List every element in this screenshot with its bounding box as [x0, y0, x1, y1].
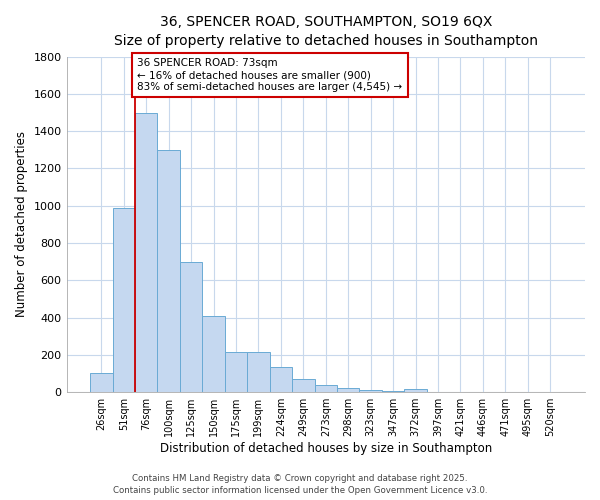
Bar — [269, 367, 292, 392]
Bar — [180, 262, 202, 392]
Text: 36 SPENCER ROAD: 73sqm
← 16% of detached houses are smaller (900)
83% of semi-de: 36 SPENCER ROAD: 73sqm ← 16% of detached… — [137, 58, 403, 92]
Bar — [337, 388, 359, 392]
Y-axis label: Number of detached properties: Number of detached properties — [15, 132, 28, 318]
Bar — [90, 372, 113, 392]
Bar — [225, 352, 247, 392]
Text: Contains HM Land Registry data © Crown copyright and database right 2025.
Contai: Contains HM Land Registry data © Crown c… — [113, 474, 487, 495]
Bar — [247, 352, 269, 392]
Bar — [314, 385, 337, 392]
Bar — [359, 390, 382, 392]
Bar — [135, 112, 157, 392]
Bar — [157, 150, 180, 392]
Bar — [202, 316, 225, 392]
X-axis label: Distribution of detached houses by size in Southampton: Distribution of detached houses by size … — [160, 442, 492, 455]
Title: 36, SPENCER ROAD, SOUTHAMPTON, SO19 6QX
Size of property relative to detached ho: 36, SPENCER ROAD, SOUTHAMPTON, SO19 6QX … — [114, 15, 538, 48]
Bar — [404, 390, 427, 392]
Bar — [292, 379, 314, 392]
Bar — [113, 208, 135, 392]
